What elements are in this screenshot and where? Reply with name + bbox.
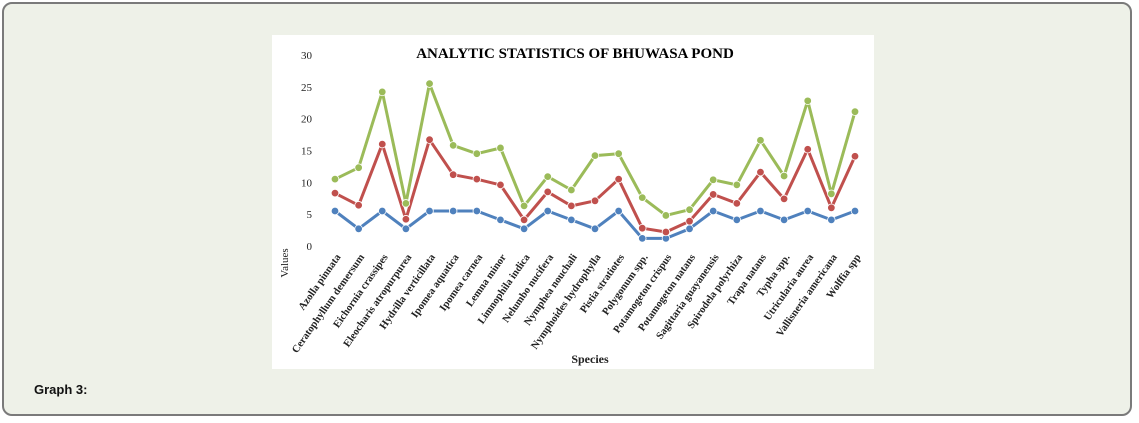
data-point	[779, 215, 789, 225]
data-point	[756, 167, 765, 177]
y-tick-label: 20	[301, 114, 313, 126]
data-point	[567, 185, 576, 195]
figure-frame: ANALYTIC STATISTICS OF BHUWASA POND 0 5 10…	[2, 2, 1132, 416]
data-point	[401, 199, 411, 208]
data-point	[354, 224, 363, 234]
data-point	[827, 215, 836, 225]
data-point	[543, 187, 552, 197]
data-point	[590, 224, 600, 234]
data-point	[779, 194, 789, 204]
series-layer	[330, 79, 860, 243]
data-point	[590, 196, 600, 205]
series-2	[330, 135, 860, 237]
data-point	[472, 149, 482, 158]
data-point	[590, 151, 600, 160]
data-point	[519, 215, 529, 225]
data-point	[638, 223, 647, 233]
data-point	[803, 145, 812, 154]
data-point	[519, 201, 529, 211]
data-point	[425, 206, 434, 216]
data-point	[496, 180, 505, 190]
data-point	[732, 180, 742, 190]
data-point	[425, 79, 434, 88]
data-point	[638, 193, 647, 202]
data-point	[354, 201, 363, 210]
data-point	[779, 171, 789, 181]
data-point	[543, 206, 552, 216]
data-point	[614, 149, 623, 158]
data-point	[850, 206, 860, 216]
data-point	[732, 215, 742, 225]
data-point	[708, 190, 718, 199]
data-point	[614, 206, 623, 216]
series-1	[330, 206, 860, 243]
data-point	[378, 139, 387, 149]
data-point	[401, 215, 411, 224]
data-point	[638, 234, 647, 243]
data-point	[448, 141, 458, 150]
data-point	[543, 172, 552, 181]
data-point	[567, 201, 576, 211]
data-point	[685, 216, 694, 226]
y-tick-label: 0	[307, 241, 313, 253]
y-tick-label: 30	[301, 50, 313, 62]
y-tick-label: 15	[301, 146, 313, 158]
data-point	[330, 174, 340, 184]
data-point	[803, 206, 812, 216]
data-point	[708, 175, 718, 184]
data-point	[472, 206, 482, 216]
data-point	[472, 174, 482, 184]
data-point	[401, 224, 411, 234]
data-point	[850, 152, 860, 161]
data-point	[827, 203, 836, 212]
graph-caption: Graph 3:	[34, 382, 88, 397]
data-point	[519, 224, 529, 234]
data-point	[756, 136, 765, 145]
series-3	[330, 79, 860, 220]
data-point	[330, 206, 340, 216]
data-point	[732, 199, 742, 208]
data-point	[448, 170, 458, 179]
data-point	[850, 107, 860, 116]
data-point	[496, 215, 505, 225]
data-point	[496, 143, 505, 153]
x-axis-label: Species	[571, 352, 609, 366]
data-point	[685, 205, 694, 214]
data-point	[827, 189, 836, 198]
data-point	[614, 174, 623, 184]
data-point	[661, 211, 671, 220]
y-axis-label: Values	[279, 248, 291, 277]
data-point	[378, 87, 387, 97]
data-point	[756, 206, 765, 216]
data-point	[708, 206, 718, 216]
line-chart: ANALYTIC STATISTICS OF BHUWASA POND 0 5 10…	[279, 46, 864, 366]
data-point	[354, 163, 363, 172]
data-point	[330, 188, 340, 198]
data-point	[448, 206, 458, 216]
y-tick-label: 5	[307, 209, 313, 221]
data-point	[803, 96, 812, 106]
data-point	[425, 135, 434, 144]
y-axis-ticks: 0 5 10 15 20 25 30	[301, 50, 313, 253]
chart-container: ANALYTIC STATISTICS OF BHUWASA POND 0 5 10…	[272, 35, 874, 369]
data-point	[378, 206, 387, 216]
data-point	[661, 227, 671, 237]
y-tick-label: 10	[301, 177, 313, 189]
data-point	[567, 215, 576, 225]
y-tick-label: 25	[301, 82, 313, 94]
chart-title: ANALYTIC STATISTICS OF BHUWASA POND	[416, 46, 734, 62]
data-point	[685, 224, 694, 234]
